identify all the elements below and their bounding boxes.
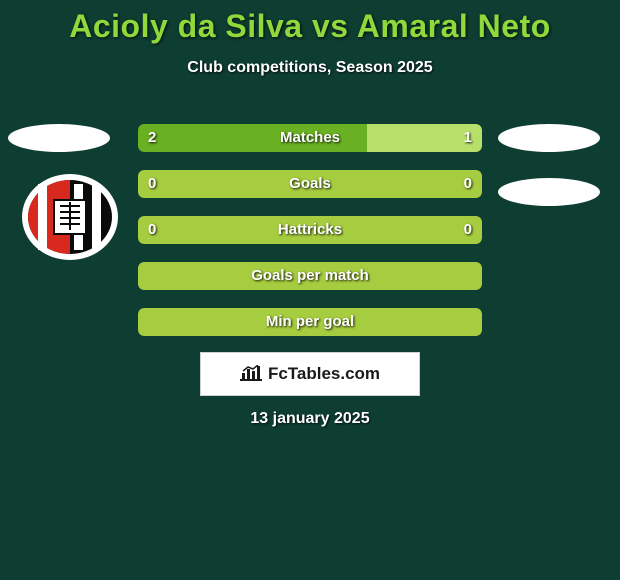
club-left-logo	[20, 172, 120, 262]
date-label: 13 january 2025	[0, 410, 620, 428]
stat-row: Min per goal	[138, 308, 482, 336]
player-left-avatar	[8, 124, 110, 152]
stat-label: Matches	[138, 124, 482, 152]
stat-label: Goals	[138, 170, 482, 198]
stat-row: 00Goals	[138, 170, 482, 198]
page-title: Acioly da Silva vs Amaral Neto	[0, 0, 620, 45]
stat-row: 21Matches	[138, 124, 482, 152]
comparison-card: Acioly da Silva vs Amaral Neto Club comp…	[0, 0, 620, 580]
stats-container: 21Matches 00Goals 00Hattricks Goals per mat…	[138, 124, 482, 354]
stat-row: 00Hattricks	[138, 216, 482, 244]
player-right-avatar	[498, 124, 600, 152]
player-right-club-avatar	[498, 178, 600, 206]
stat-row: Goals per match	[138, 262, 482, 290]
brand-box: FcTables.com	[200, 352, 420, 396]
stat-label: Goals per match	[138, 262, 482, 290]
brand-text: FcTables.com	[268, 364, 380, 384]
subtitle: Club competitions, Season 2025	[0, 59, 620, 77]
chart-icon	[240, 365, 262, 383]
stat-label: Min per goal	[138, 308, 482, 336]
stat-label: Hattricks	[138, 216, 482, 244]
